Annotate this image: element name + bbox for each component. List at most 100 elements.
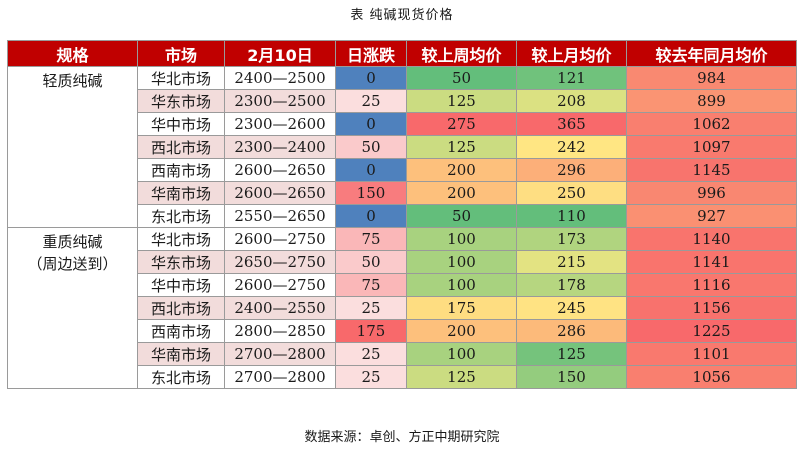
vs-last-year-cell: 996	[626, 181, 797, 205]
table-row: 东北市场 2700—2800 25 125 150 1056	[8, 365, 797, 389]
vs-last-month-cell: 296	[516, 158, 627, 182]
daily-change-cell: 0	[335, 158, 407, 182]
vs-last-year-cell: 984	[626, 66, 797, 90]
spec-label: 轻质纯碱	[42, 72, 103, 90]
daily-change-cell: 0	[335, 66, 407, 90]
market-cell: 华东市场	[137, 250, 225, 274]
vs-last-week-cell: 175	[406, 296, 517, 320]
price-cell: 2400—2500	[224, 66, 336, 90]
table-row: 西南市场 2600—2650 0 200 296 1145	[8, 158, 797, 182]
price-cell: 2700—2800	[224, 342, 336, 366]
market-cell: 西北市场	[137, 296, 225, 320]
daily-change-cell: 25	[335, 89, 407, 113]
vs-last-month-cell: 173	[516, 227, 627, 251]
vs-last-year-cell: 899	[626, 89, 797, 113]
vs-last-month-cell: 242	[516, 135, 627, 159]
market-cell: 西南市场	[137, 158, 225, 182]
vs-last-week-cell: 50	[406, 204, 517, 228]
table-row: 华中市场 2600—2750 75 100 178 1116	[8, 273, 797, 297]
spec-label: （周边送到）	[27, 255, 118, 273]
vs-last-month-cell: 215	[516, 250, 627, 274]
vs-last-year-cell: 1062	[626, 112, 797, 136]
table-header: 规格 市场 2月10日 日涨跌 较上周均价 较上月均价 较去年同月均价	[7, 40, 797, 67]
header-market: 市场	[137, 40, 225, 67]
table-body: 轻质纯碱 华北市场 2400—2500 0 50 121 984 华东市场 2300—2500 2…	[7, 66, 797, 389]
table-row: 东北市场 2550—2650 0 50 110 927	[8, 204, 797, 228]
table-row: 重质纯碱 （周边送到） 华北市场 2600—2750 75 100 173 1140	[7, 227, 797, 389]
soda-ash-price-table: 规格 市场 2月10日 日涨跌 较上周均价 较上月均价 较去年同月均价 轻质纯碱…	[7, 40, 797, 389]
vs-last-week-cell: 100	[406, 342, 517, 366]
spec-label: 重质纯碱	[42, 233, 103, 251]
daily-change-cell: 25	[335, 296, 407, 320]
vs-last-month-cell: 110	[516, 204, 627, 228]
price-cell: 2700—2800	[224, 365, 336, 389]
price-cell: 2550—2650	[224, 204, 336, 228]
vs-last-month-cell: 286	[516, 319, 627, 343]
daily-change-cell: 25	[335, 342, 407, 366]
table-row: 华中市场 2300—2600 0 275 365 1062	[8, 112, 797, 136]
vs-last-week-cell: 200	[406, 319, 517, 343]
vs-last-year-cell: 1156	[626, 296, 797, 320]
vs-last-month-cell: 245	[516, 296, 627, 320]
market-cell: 华中市场	[137, 273, 225, 297]
vs-last-year-cell: 927	[626, 204, 797, 228]
vs-last-month-cell: 365	[516, 112, 627, 136]
price-cell: 2600—2750	[224, 273, 336, 297]
vs-last-week-cell: 125	[406, 365, 517, 389]
vs-last-month-cell: 150	[516, 365, 627, 389]
vs-last-week-cell: 100	[406, 250, 517, 274]
spec-cell: 重质纯碱 （周边送到）	[7, 227, 138, 389]
header-vs-last-year: 较去年同月均价	[626, 40, 797, 67]
vs-last-year-cell: 1140	[626, 227, 797, 251]
vs-last-month-cell: 208	[516, 89, 627, 113]
vs-last-week-cell: 200	[406, 158, 517, 182]
table-row: 西北市场 2300—2400 50 125 242 1097	[8, 135, 797, 159]
header-row: 规格 市场 2月10日 日涨跌 较上周均价 较上月均价 较去年同月均价	[7, 40, 797, 67]
spec-cell: 轻质纯碱	[7, 66, 138, 228]
daily-change-cell: 75	[335, 273, 407, 297]
market-cell: 华南市场	[137, 342, 225, 366]
header-date-price: 2月10日	[224, 40, 336, 67]
vs-last-week-cell: 100	[406, 273, 517, 297]
market-cell: 西北市场	[137, 135, 225, 159]
vs-last-week-cell: 50	[406, 66, 517, 90]
daily-change-cell: 50	[335, 250, 407, 274]
table-row: 华东市场 2650—2750 50 100 215 1141	[8, 250, 797, 274]
price-cell: 2600—2650	[224, 181, 336, 205]
market-cell: 东北市场	[137, 365, 225, 389]
price-cell: 2600—2650	[224, 158, 336, 182]
table-row: 华南市场 2600—2650 150 200 250 996	[8, 181, 797, 205]
vs-last-week-cell: 275	[406, 112, 517, 136]
daily-change-cell: 0	[335, 112, 407, 136]
price-cell: 2400—2550	[224, 296, 336, 320]
table-title: 表 纯碱现货价格	[350, 8, 454, 23]
price-cell: 2650—2750	[224, 250, 336, 274]
table-row: 西南市场 2800—2850 175 200 286 1225	[8, 319, 797, 343]
daily-change-cell: 0	[335, 204, 407, 228]
market-cell: 西南市场	[137, 319, 225, 343]
vs-last-year-cell: 1145	[626, 158, 797, 182]
vs-last-week-cell: 200	[406, 181, 517, 205]
vs-last-year-cell: 1116	[626, 273, 797, 297]
vs-last-year-cell: 1097	[626, 135, 797, 159]
price-cell: 2300—2400	[224, 135, 336, 159]
daily-change-cell: 50	[335, 135, 407, 159]
vs-last-year-cell: 1101	[626, 342, 797, 366]
price-cell: 2300—2500	[224, 89, 336, 113]
market-cell: 华东市场	[137, 89, 225, 113]
price-cell: 2600—2750	[224, 227, 336, 251]
market-cell: 华南市场	[137, 181, 225, 205]
vs-last-week-cell: 100	[406, 227, 517, 251]
market-cell: 东北市场	[137, 204, 225, 228]
table-row: 轻质纯碱 华北市场 2400—2500 0 50 121 984	[7, 66, 797, 228]
data-source-note: 数据来源：卓创、方正中期研究院	[304, 430, 500, 445]
vs-last-month-cell: 250	[516, 181, 627, 205]
daily-change-cell: 150	[335, 181, 407, 205]
price-cell: 2300—2600	[224, 112, 336, 136]
daily-change-cell: 25	[335, 365, 407, 389]
header-daily-change: 日涨跌	[335, 40, 407, 67]
market-cell: 华北市场	[137, 227, 225, 251]
vs-last-month-cell: 125	[516, 342, 627, 366]
market-cell: 华中市场	[137, 112, 225, 136]
daily-change-cell: 75	[335, 227, 407, 251]
